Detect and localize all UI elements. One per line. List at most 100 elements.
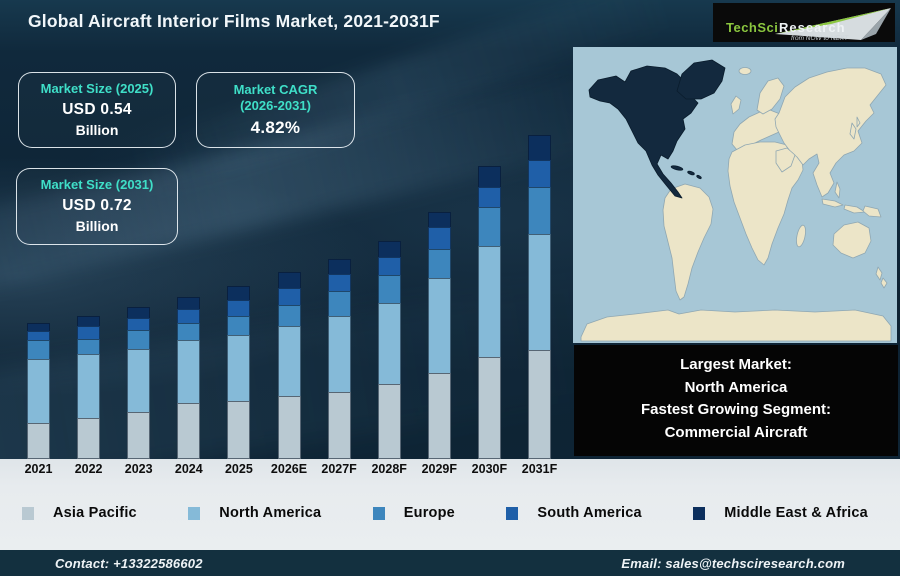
bar-2021	[27, 323, 50, 459]
bar-segment-asia-pacific	[427, 373, 451, 459]
bar-2026E	[277, 272, 301, 459]
stat-label: Market CAGR	[233, 82, 318, 97]
stat-value: 4.82%	[250, 117, 301, 137]
bar-segment-asia-pacific	[27, 423, 50, 459]
bar-segment-middle-east-africa	[427, 212, 451, 227]
axis-label-2024: 2024	[174, 462, 203, 476]
axis-label-2026E: 2026E	[270, 462, 308, 476]
bar-segment-south-america	[327, 274, 351, 291]
footer-bar: Contact: +13322586602 Email: sales@techs…	[0, 550, 900, 576]
bar-segment-middle-east-africa	[27, 323, 50, 331]
bar-segment-asia-pacific	[528, 350, 551, 459]
bar-2029F	[427, 212, 451, 459]
bar-2028F	[377, 241, 401, 459]
bar-segment-south-america	[377, 257, 401, 275]
highlight-line: North America	[684, 378, 788, 396]
bar-segment-middle-east-africa	[227, 286, 251, 300]
axis-label-2025: 2025	[224, 462, 253, 476]
bar-segment-middle-east-africa	[377, 241, 401, 257]
legend-item-asia-pacific: Asia Pacific	[22, 505, 137, 521]
axis-label-2023: 2023	[124, 462, 153, 476]
bar-segment-north-america	[227, 335, 251, 401]
legend-item-south-america: South America	[506, 505, 642, 521]
legend-swatch-icon	[22, 506, 34, 520]
legend-label: North America	[219, 505, 322, 521]
logo-arrow-icon: TechSci Research from NOW to NEXT	[713, 3, 895, 42]
bar-segment-middle-east-africa	[127, 307, 151, 318]
bar-segment-asia-pacific	[477, 357, 501, 459]
highlight-line: Fastest Growing Segment:	[640, 401, 832, 418]
highlight-line: Largest Market:	[680, 356, 792, 373]
bar-segment-asia-pacific	[377, 384, 401, 459]
bar-segment-south-america	[177, 309, 201, 323]
bar-segment-asia-pacific	[277, 396, 301, 459]
bar-segment-europe	[127, 330, 151, 349]
stat-value: USD 0.54	[62, 101, 132, 119]
bar-segment-south-america	[427, 227, 451, 249]
bar-segment-europe	[477, 207, 501, 246]
bar-segment-asia-pacific	[77, 418, 101, 459]
bar-segment-middle-east-africa	[477, 166, 501, 187]
bar-segment-south-america	[27, 331, 50, 340]
bar-segment-europe	[27, 340, 50, 359]
bar-segment-asia-pacific	[327, 392, 351, 459]
bar-segment-south-america	[77, 326, 101, 339]
bar-segment-europe	[227, 316, 251, 335]
x-axis-labels: 2021 2022 2023 2024 2025 2026E 2027F 2028F 2029F…	[0, 462, 570, 478]
bar-2024	[177, 297, 201, 459]
bar-segment-north-america	[77, 354, 101, 418]
bar-segment-north-america	[377, 303, 401, 384]
bar-segment-europe	[277, 305, 301, 326]
axis-label-2031F: 2031F	[521, 462, 558, 476]
highlight-line: Commercial Aircraft	[664, 423, 808, 441]
bar-segment-north-america	[427, 278, 451, 373]
bar-segment-europe	[427, 249, 451, 278]
chart-legend: Asia Pacific North America Europe South Ame…	[0, 499, 900, 527]
bar-2025	[227, 286, 251, 459]
bar-segment-europe	[177, 323, 201, 340]
stat-label: Market Size (2025)	[40, 81, 154, 96]
page-title: Global Aircraft Interior Films Market, 2…	[28, 11, 440, 31]
bar-segment-south-america	[277, 288, 301, 305]
legend-label: South America	[537, 505, 642, 521]
bar-segment-north-america	[27, 359, 50, 423]
bar-segment-south-america	[127, 318, 151, 330]
bar-segment-middle-east-africa	[327, 259, 351, 274]
bar-segment-north-america	[127, 349, 151, 412]
bar-2022	[77, 316, 101, 459]
legend-swatch-icon	[372, 506, 385, 520]
stat-unit: Billion	[75, 122, 119, 139]
stat-label: Market Size (2031)	[40, 177, 154, 192]
market-size-2031-box: Market Size (2031) USD 0.72 Billion	[16, 168, 178, 245]
logo-brand-primary: TechSci	[726, 20, 778, 35]
bar-2023	[127, 307, 151, 459]
bar-segment-south-america	[227, 300, 251, 316]
legend-item-middle-east-africa: Middle East & Africa	[693, 505, 868, 521]
techsci-logo: TechSci Research from NOW to NEXT	[713, 3, 895, 42]
bar-segment-north-america	[177, 340, 201, 403]
bar-2031F	[528, 135, 551, 459]
bar-segment-north-america	[327, 316, 351, 392]
market-cagr-box: Market CAGR (2026-2031) 4.82%	[196, 72, 355, 148]
legend-swatch-icon	[693, 506, 706, 520]
legend-label: Asia Pacific	[53, 505, 137, 521]
bar-segment-middle-east-africa	[277, 272, 301, 288]
bar-2027F	[327, 259, 351, 459]
market-size-2025-box: Market Size (2025) USD 0.54 Billion	[18, 72, 176, 148]
legend-swatch-icon	[506, 506, 519, 520]
bar-segment-south-america	[528, 160, 551, 187]
stat-label-line2: (2026-2031)	[240, 98, 311, 114]
bar-segment-asia-pacific	[127, 412, 151, 459]
bar-2030F	[477, 166, 501, 459]
market-highlights: Largest Market: North America Fastest Gr…	[574, 345, 898, 456]
bar-segment-middle-east-africa	[77, 316, 101, 326]
world-map	[573, 47, 897, 343]
logo-brand-secondary: Research	[779, 20, 846, 35]
stacked-bar-chart	[0, 40, 570, 459]
bar-segment-europe	[528, 187, 551, 234]
legend-swatch-icon	[188, 506, 201, 520]
bar-segment-middle-east-africa	[177, 297, 201, 309]
bar-segment-europe	[377, 275, 401, 303]
legend-item-europe: Europe	[372, 505, 455, 521]
